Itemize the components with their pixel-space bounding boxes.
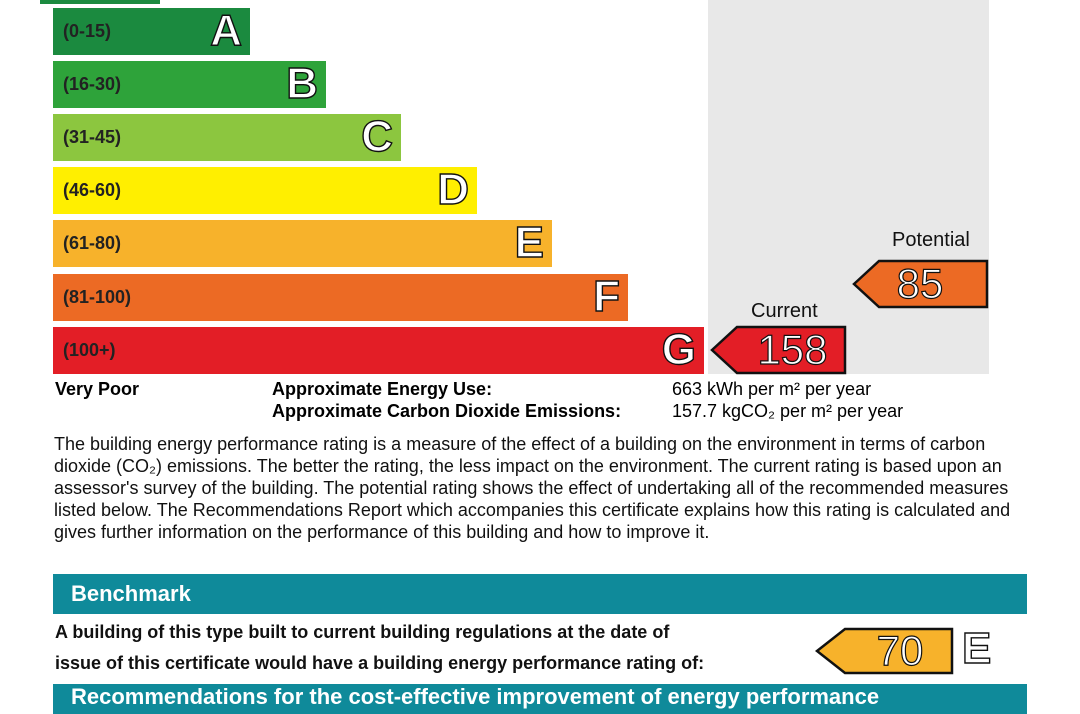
benchmark-value: 70 bbox=[876, 626, 924, 674]
rating-column-panel bbox=[708, 0, 989, 374]
current-value: 158 bbox=[757, 325, 828, 373]
band-range-label: (46-60) bbox=[63, 180, 122, 200]
band-b: (16-30) B bbox=[53, 58, 326, 108]
band-range-label: (0-15) bbox=[63, 21, 112, 41]
band-range-label: (100+) bbox=[63, 340, 116, 360]
band-d: (46-60) D bbox=[53, 164, 477, 214]
potential-label: Potential bbox=[892, 229, 970, 251]
potential-arrow bbox=[852, 259, 989, 309]
benchmark-text-line1: A building of this type built to current… bbox=[55, 622, 670, 642]
band-f: (81-100) F bbox=[53, 271, 628, 321]
recommendations-header: Recommendations for the cost-effective i… bbox=[53, 684, 1027, 714]
band-letter: A bbox=[210, 5, 243, 55]
band-e: (61-80) E bbox=[53, 217, 552, 267]
co2-value: 157.7 kgCO₂ per m² per year bbox=[672, 401, 904, 421]
energy-use-label: Approximate Energy Use: bbox=[272, 379, 493, 399]
scale-bottom-label: Very Poor bbox=[55, 379, 140, 399]
benchmark-title: Benchmark bbox=[71, 581, 191, 606]
band-a: (0-15) A bbox=[53, 5, 250, 55]
band-c: (31-45) C bbox=[53, 111, 401, 161]
band-g: (100+) G bbox=[53, 324, 704, 374]
energy-use-value: 663 kWh per m² per year bbox=[672, 379, 872, 399]
band-letter: G bbox=[661, 324, 697, 374]
co2-label: Approximate Carbon Dioxide Emissions: bbox=[272, 401, 622, 421]
band-letter: F bbox=[592, 271, 620, 321]
current-label: Current bbox=[751, 300, 818, 322]
band-letter: D bbox=[437, 164, 470, 214]
band-range-label: (61-80) bbox=[63, 233, 122, 253]
band-letter: B bbox=[286, 58, 319, 108]
benchmark-header: Benchmark bbox=[53, 574, 1027, 614]
description-paragraph: The building energy performance rating i… bbox=[54, 434, 1011, 542]
band-letter: E bbox=[514, 217, 545, 267]
band-range-label: (31-45) bbox=[63, 127, 122, 147]
potential-value: 85 bbox=[896, 259, 944, 307]
band-range-label: (16-30) bbox=[63, 74, 122, 94]
top-color-strip bbox=[40, 0, 160, 4]
band-letter: C bbox=[361, 111, 394, 161]
current-arrow bbox=[710, 325, 847, 375]
benchmark-letter: E bbox=[961, 623, 992, 673]
benchmark-arrow bbox=[815, 627, 954, 675]
benchmark-text-line2: issue of this certificate would have a b… bbox=[55, 653, 705, 673]
band-range-label: (81-100) bbox=[63, 287, 132, 307]
